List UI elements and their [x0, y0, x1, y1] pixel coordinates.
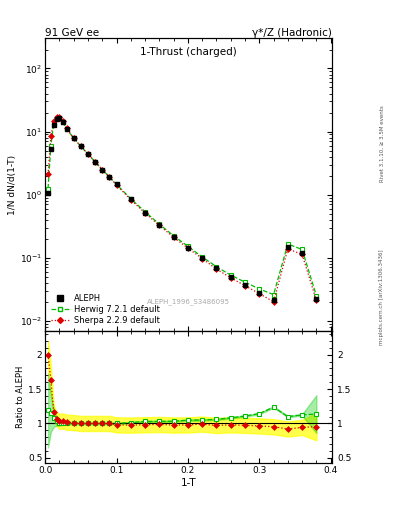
- Legend: ALEPH, Herwig 7.2.1 default, Sherpa 2.2.9 default: ALEPH, Herwig 7.2.1 default, Sherpa 2.2.…: [50, 292, 161, 326]
- Text: mcplots.cern.ch [arXiv:1306.3436]: mcplots.cern.ch [arXiv:1306.3436]: [380, 249, 384, 345]
- Text: Rivet 3.1.10, ≥ 3.5M events: Rivet 3.1.10, ≥ 3.5M events: [380, 105, 384, 182]
- Text: γ*/Z (Hadronic): γ*/Z (Hadronic): [252, 28, 332, 38]
- Y-axis label: Ratio to ALEPH: Ratio to ALEPH: [16, 366, 25, 428]
- Y-axis label: 1/N dN/d(1-T): 1/N dN/d(1-T): [8, 155, 17, 215]
- Text: 91 GeV ee: 91 GeV ee: [45, 28, 99, 38]
- Text: 1-Thrust (charged): 1-Thrust (charged): [140, 47, 237, 57]
- X-axis label: 1-T: 1-T: [181, 478, 196, 488]
- Text: ALEPH_1996_S3486095: ALEPH_1996_S3486095: [147, 298, 230, 305]
